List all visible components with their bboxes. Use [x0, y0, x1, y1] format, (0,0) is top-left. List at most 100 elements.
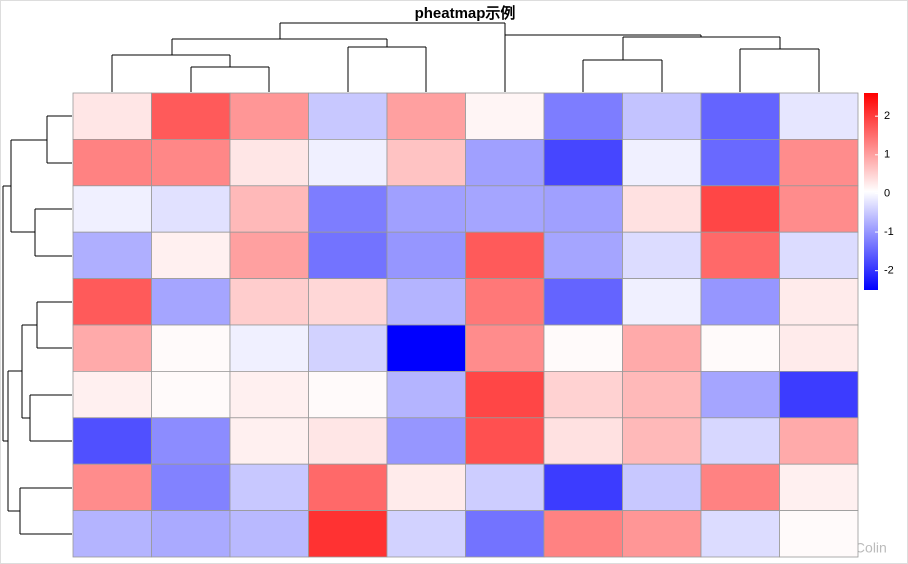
heatmap-cell: [700, 231, 780, 279]
heatmap-cell: [151, 510, 231, 558]
heatmap-cell: [543, 231, 623, 279]
legend-tick-label: 1: [884, 149, 890, 161]
heatmap-cell: [308, 185, 388, 233]
legend-tick-label: 2: [884, 110, 890, 122]
heatmap-cell: [779, 463, 859, 512]
heatmap-cell: [543, 370, 623, 419]
heatmap-cell: [700, 278, 780, 326]
heatmap-cell: [229, 417, 309, 465]
heatmap-cell: [72, 417, 152, 465]
heatmap-cell: [72, 231, 152, 279]
heatmap-cell: [622, 417, 702, 465]
heatmap-cell: [386, 370, 466, 419]
heatmap-cell: [465, 463, 545, 512]
heatmap-cell: [622, 185, 702, 233]
heatmap-cell: [151, 92, 231, 140]
legend-tick-label: -1: [884, 226, 894, 238]
heatmap-cell: [386, 417, 466, 465]
heatmap-cell: [308, 138, 388, 187]
heatmap-cell: [151, 138, 231, 187]
heatmap-cell: [386, 185, 466, 233]
heatmap-cell: [465, 231, 545, 279]
row-dendrogram: [2, 115, 72, 535]
heatmap-cell: [386, 92, 466, 140]
heatmap-cell: [308, 463, 388, 512]
heatmap-cell: [700, 463, 780, 512]
heatmap-cell: [622, 510, 702, 558]
heatmap-cell: [72, 324, 152, 372]
heatmap-cell: [622, 463, 702, 512]
heatmap-cell: [543, 463, 623, 512]
heatmap-cell: [72, 278, 152, 326]
heatmap-cell: [543, 510, 623, 558]
heatmap-cell: [700, 417, 780, 465]
heatmap-cell: [151, 417, 231, 465]
heatmap-cell: [622, 278, 702, 326]
heatmap-cell: [386, 324, 466, 372]
heatmap-cell: [229, 231, 309, 279]
heatmap-cell: [779, 324, 859, 372]
heatmap-cell: [308, 417, 388, 465]
heatmap-cell: [622, 370, 702, 419]
heatmap-cell: [151, 185, 231, 233]
heatmap-cell: [543, 417, 623, 465]
heatmap-cell: [779, 92, 859, 140]
heatmap-cell: [229, 92, 309, 140]
heatmap-cell: [543, 185, 623, 233]
heatmap-cell: [779, 510, 859, 558]
heatmap-cell: [779, 278, 859, 326]
heatmap-cell: [229, 185, 309, 233]
heatmap-cell: [151, 463, 231, 512]
legend-tick-label: 0: [884, 187, 890, 199]
heatmap-cell: [229, 463, 309, 512]
heatmap-cell: [543, 92, 623, 140]
heatmap-cell: [229, 324, 309, 372]
heatmap-cell: [308, 231, 388, 279]
heatmap-cell: [308, 92, 388, 140]
heatmap-cell: [229, 370, 309, 419]
heatmap-cell: [308, 510, 388, 558]
heatmap-cell: [229, 510, 309, 558]
heatmap-cell: [386, 510, 466, 558]
column-dendrogram: [111, 22, 820, 92]
heatmap-cell: [386, 231, 466, 279]
heatmap-cell: [465, 324, 545, 372]
heatmap-cell: [543, 278, 623, 326]
heatmap-cell: [700, 324, 780, 372]
heatmap-cell: [386, 278, 466, 326]
heatmap-cell: [622, 324, 702, 372]
heatmap-cell: [622, 138, 702, 187]
heatmap-cell: [151, 370, 231, 419]
heatmap-cell: [779, 370, 859, 419]
heatmap-cell: [465, 417, 545, 465]
heatmap-cell: [543, 138, 623, 187]
heatmap-cell: [779, 185, 859, 233]
heatmap-cell: [72, 510, 152, 558]
heatmap-cell: [465, 370, 545, 419]
heatmap-cell: [308, 370, 388, 419]
heatmap-cell: [151, 231, 231, 279]
heatmap-cell: [151, 324, 231, 372]
heatmap-cell: [308, 324, 388, 372]
heatmap-cell: [72, 92, 152, 140]
heatmap-cell: [779, 231, 859, 279]
heatmap-cell: [700, 138, 780, 187]
chart-title: pheatmap示例: [415, 4, 516, 22]
heatmap-cell: [229, 138, 309, 187]
heatmap-cell: [779, 417, 859, 465]
heatmap-cell: [72, 463, 152, 512]
heatmap-cell: [465, 510, 545, 558]
heatmap-cell: [465, 138, 545, 187]
heatmap-cell: [622, 231, 702, 279]
heatmap-cell: [543, 324, 623, 372]
heatmap-cell: [72, 185, 152, 233]
heatmap-cell: [700, 92, 780, 140]
legend-tick-label: -2: [884, 265, 894, 277]
heatmap-cell: [622, 92, 702, 140]
heatmap-cell: [72, 370, 152, 419]
heatmap-cell: [700, 510, 780, 558]
heatmap-cell: [465, 92, 545, 140]
heatmap-cell: [229, 278, 309, 326]
